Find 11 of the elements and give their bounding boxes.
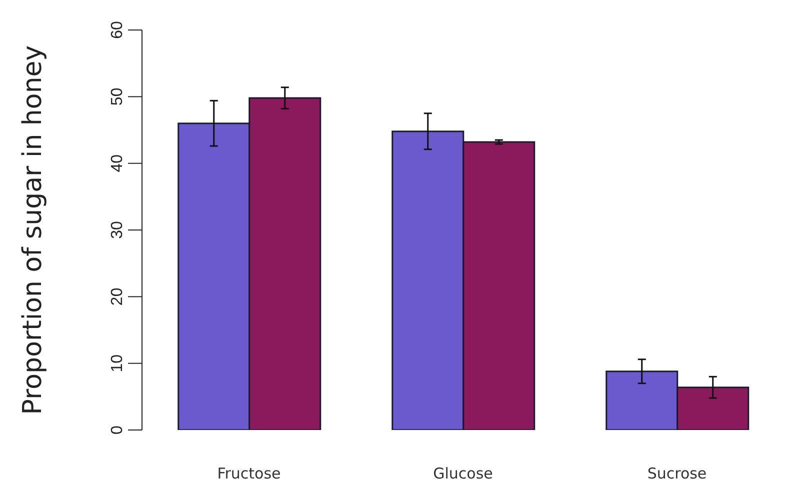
x-tick-label: Sucrose: [647, 464, 707, 483]
y-tick-label: 50: [109, 88, 126, 106]
y-tick-label: 10: [109, 354, 126, 372]
x-tick-label: Glucose: [433, 464, 493, 483]
y-tick-label: 60: [109, 21, 126, 39]
y-tick-label: 30: [109, 221, 126, 239]
y-tick-label: 20: [109, 288, 126, 306]
y-tick-label: 0: [109, 425, 126, 434]
x-tick-label: Fructose: [217, 464, 281, 483]
y-tick-label: 40: [109, 154, 126, 172]
y-axis-title: Proportion of sugar in honey: [18, 45, 48, 415]
